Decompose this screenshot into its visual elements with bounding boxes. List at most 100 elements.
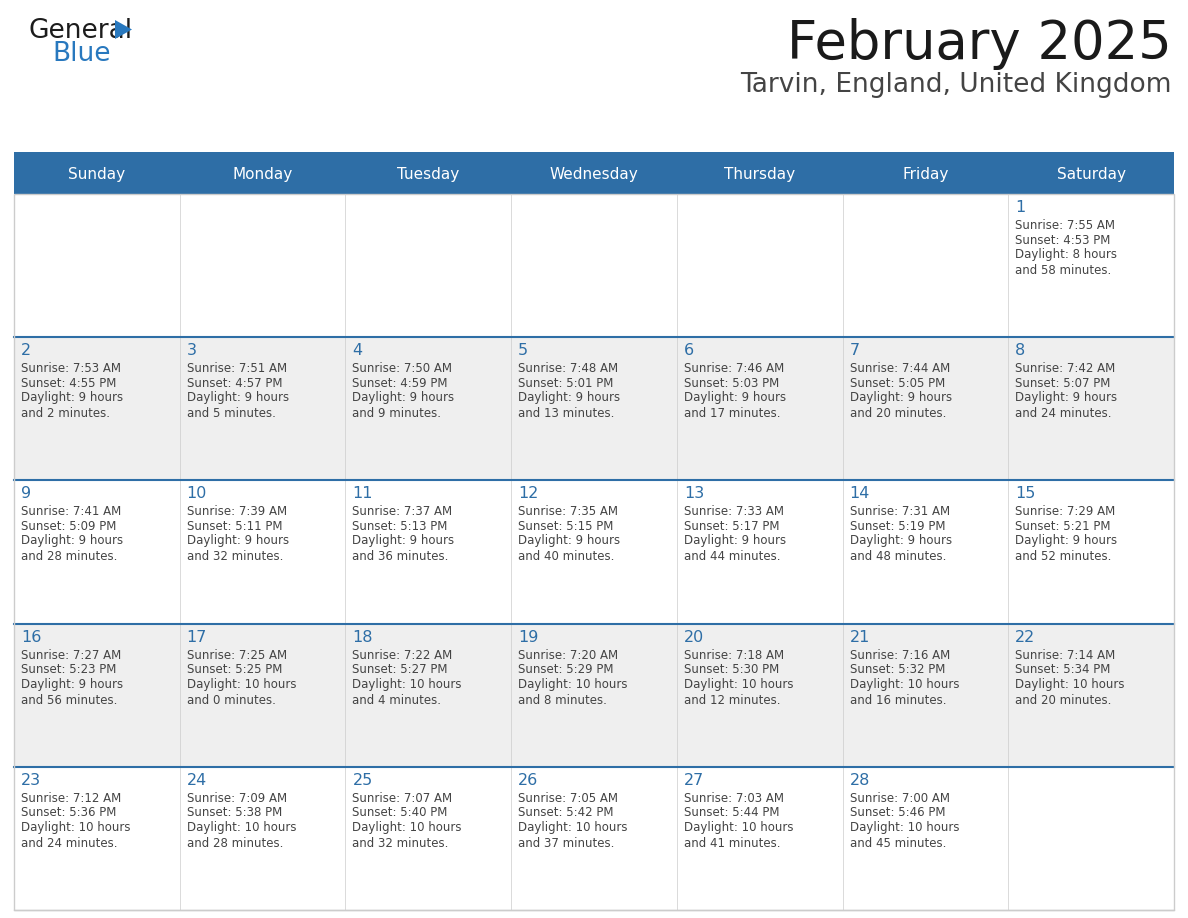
Text: 13: 13 [684,487,704,501]
Text: Sunset: 4:57 PM: Sunset: 4:57 PM [187,376,283,390]
Text: Sunrise: 7:09 AM: Sunrise: 7:09 AM [187,792,286,805]
Text: Sunset: 5:07 PM: Sunset: 5:07 PM [1016,376,1111,390]
Text: Sunset: 5:13 PM: Sunset: 5:13 PM [353,520,448,533]
Text: Tarvin, England, United Kingdom: Tarvin, England, United Kingdom [740,72,1173,98]
Text: Sunrise: 7:07 AM: Sunrise: 7:07 AM [353,792,453,805]
Text: 17: 17 [187,630,207,644]
Text: February 2025: February 2025 [788,18,1173,70]
Text: Sunrise: 7:31 AM: Sunrise: 7:31 AM [849,506,949,519]
Text: Sunset: 5:32 PM: Sunset: 5:32 PM [849,663,944,676]
Text: 8: 8 [1016,343,1025,358]
Text: Sunrise: 7:27 AM: Sunrise: 7:27 AM [21,649,121,662]
Text: Sunrise: 7:29 AM: Sunrise: 7:29 AM [1016,506,1116,519]
Text: Daylight: 10 hours
and 37 minutes.: Daylight: 10 hours and 37 minutes. [518,821,627,850]
Text: Sunset: 5:19 PM: Sunset: 5:19 PM [849,520,946,533]
Text: Sunrise: 7:50 AM: Sunrise: 7:50 AM [353,363,453,375]
Text: Daylight: 8 hours
and 58 minutes.: Daylight: 8 hours and 58 minutes. [1016,248,1117,277]
Text: Daylight: 9 hours
and 52 minutes.: Daylight: 9 hours and 52 minutes. [1016,534,1118,564]
Text: Sunrise: 7:39 AM: Sunrise: 7:39 AM [187,506,286,519]
Text: Sunset: 5:11 PM: Sunset: 5:11 PM [187,520,283,533]
Text: Daylight: 10 hours
and 8 minutes.: Daylight: 10 hours and 8 minutes. [518,677,627,707]
Text: Daylight: 10 hours
and 12 minutes.: Daylight: 10 hours and 12 minutes. [684,677,794,707]
Text: Sunrise: 7:18 AM: Sunrise: 7:18 AM [684,649,784,662]
Text: 12: 12 [518,487,538,501]
Bar [14,767,1174,910]
Text: 25: 25 [353,773,373,788]
Text: Blue: Blue [52,41,110,67]
Text: 7: 7 [849,343,860,358]
Text: 5: 5 [518,343,529,358]
Bar [14,480,1174,623]
Text: Sunrise: 7:37 AM: Sunrise: 7:37 AM [353,506,453,519]
Text: Sunset: 5:46 PM: Sunset: 5:46 PM [849,806,946,819]
Text: 18: 18 [353,630,373,644]
Text: Sunset: 5:05 PM: Sunset: 5:05 PM [849,376,944,390]
Text: 23: 23 [21,773,42,788]
Text: Sunset: 5:15 PM: Sunset: 5:15 PM [518,520,613,533]
Text: Sunset: 5:42 PM: Sunset: 5:42 PM [518,806,614,819]
Text: Daylight: 10 hours
and 20 minutes.: Daylight: 10 hours and 20 minutes. [1016,677,1125,707]
Text: Daylight: 9 hours
and 20 minutes.: Daylight: 9 hours and 20 minutes. [849,391,952,420]
Text: Sunset: 4:55 PM: Sunset: 4:55 PM [21,376,116,390]
Bar [14,623,1174,767]
Text: Sunset: 5:23 PM: Sunset: 5:23 PM [21,663,116,676]
Text: Sunset: 5:44 PM: Sunset: 5:44 PM [684,806,779,819]
Text: 6: 6 [684,343,694,358]
Text: Daylight: 10 hours
and 41 minutes.: Daylight: 10 hours and 41 minutes. [684,821,794,850]
Text: 10: 10 [187,487,207,501]
Text: Sunrise: 7:48 AM: Sunrise: 7:48 AM [518,363,618,375]
Text: Sunset: 5:01 PM: Sunset: 5:01 PM [518,376,613,390]
Text: Sunrise: 7:44 AM: Sunrise: 7:44 AM [849,363,950,375]
Text: 9: 9 [21,487,31,501]
Text: Sunrise: 7:46 AM: Sunrise: 7:46 AM [684,363,784,375]
Text: Sunrise: 7:20 AM: Sunrise: 7:20 AM [518,649,618,662]
Text: Saturday: Saturday [1056,167,1126,183]
Text: Sunset: 5:40 PM: Sunset: 5:40 PM [353,806,448,819]
Text: Daylight: 9 hours
and 32 minutes.: Daylight: 9 hours and 32 minutes. [187,534,289,564]
Text: 11: 11 [353,487,373,501]
Text: Daylight: 10 hours
and 24 minutes.: Daylight: 10 hours and 24 minutes. [21,821,131,850]
Text: Sunset: 5:30 PM: Sunset: 5:30 PM [684,663,779,676]
Text: Tuesday: Tuesday [397,167,460,183]
Bar [14,152,1174,156]
Text: Sunset: 5:38 PM: Sunset: 5:38 PM [187,806,282,819]
Text: 24: 24 [187,773,207,788]
Text: Daylight: 9 hours
and 28 minutes.: Daylight: 9 hours and 28 minutes. [21,534,124,564]
Text: Sunrise: 7:41 AM: Sunrise: 7:41 AM [21,506,121,519]
Text: Daylight: 9 hours
and 2 minutes.: Daylight: 9 hours and 2 minutes. [21,391,124,420]
Text: Friday: Friday [902,167,948,183]
Text: Daylight: 9 hours
and 13 minutes.: Daylight: 9 hours and 13 minutes. [518,391,620,420]
Text: 26: 26 [518,773,538,788]
Text: Daylight: 9 hours
and 24 minutes.: Daylight: 9 hours and 24 minutes. [1016,391,1118,420]
Text: Wednesday: Wednesday [550,167,638,183]
Text: Sunrise: 7:53 AM: Sunrise: 7:53 AM [21,363,121,375]
Text: Sunset: 5:27 PM: Sunset: 5:27 PM [353,663,448,676]
Text: 20: 20 [684,630,704,644]
Text: 3: 3 [187,343,197,358]
Text: Sunrise: 7:42 AM: Sunrise: 7:42 AM [1016,363,1116,375]
Text: Sunset: 5:03 PM: Sunset: 5:03 PM [684,376,779,390]
Text: Sunrise: 7:00 AM: Sunrise: 7:00 AM [849,792,949,805]
Text: Sunrise: 7:35 AM: Sunrise: 7:35 AM [518,506,618,519]
Text: Sunrise: 7:14 AM: Sunrise: 7:14 AM [1016,649,1116,662]
Text: Sunrise: 7:25 AM: Sunrise: 7:25 AM [187,649,286,662]
Text: Sunrise: 7:12 AM: Sunrise: 7:12 AM [21,792,121,805]
Bar [14,156,1174,194]
Text: Daylight: 9 hours
and 48 minutes.: Daylight: 9 hours and 48 minutes. [849,534,952,564]
Text: Daylight: 9 hours
and 36 minutes.: Daylight: 9 hours and 36 minutes. [353,534,455,564]
Text: Daylight: 10 hours
and 16 minutes.: Daylight: 10 hours and 16 minutes. [849,677,959,707]
Text: Daylight: 9 hours
and 5 minutes.: Daylight: 9 hours and 5 minutes. [187,391,289,420]
Text: General: General [29,18,132,44]
Text: Daylight: 9 hours
and 17 minutes.: Daylight: 9 hours and 17 minutes. [684,391,786,420]
Text: Sunrise: 7:22 AM: Sunrise: 7:22 AM [353,649,453,662]
Text: Sunrise: 7:03 AM: Sunrise: 7:03 AM [684,792,784,805]
Bar [14,194,1174,337]
Text: Sunset: 4:59 PM: Sunset: 4:59 PM [353,376,448,390]
Text: Daylight: 9 hours
and 40 minutes.: Daylight: 9 hours and 40 minutes. [518,534,620,564]
Text: Daylight: 10 hours
and 45 minutes.: Daylight: 10 hours and 45 minutes. [849,821,959,850]
Text: Sunrise: 7:05 AM: Sunrise: 7:05 AM [518,792,618,805]
Text: 16: 16 [21,630,42,644]
Text: Daylight: 9 hours
and 56 minutes.: Daylight: 9 hours and 56 minutes. [21,677,124,707]
Text: 22: 22 [1016,630,1036,644]
Text: 28: 28 [849,773,870,788]
